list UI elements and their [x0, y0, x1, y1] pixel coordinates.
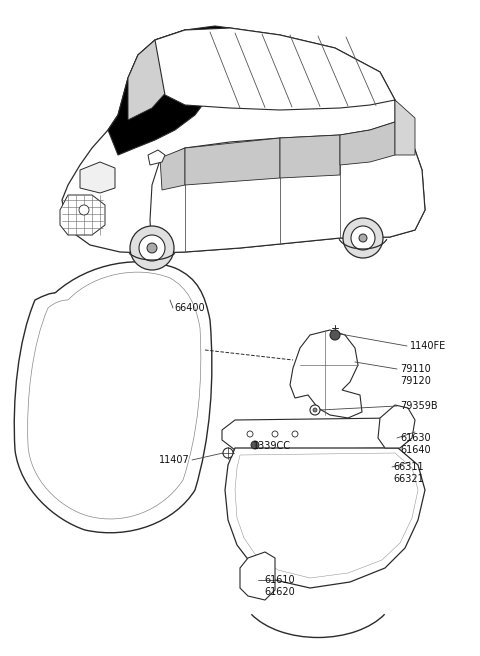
Text: 11407: 11407	[159, 455, 190, 465]
Polygon shape	[222, 418, 410, 450]
PathPatch shape	[14, 262, 212, 533]
Polygon shape	[395, 100, 415, 155]
Text: 61640: 61640	[400, 445, 431, 455]
Polygon shape	[185, 138, 280, 185]
Polygon shape	[378, 405, 415, 448]
Text: 66311: 66311	[393, 462, 424, 472]
Polygon shape	[290, 330, 362, 418]
Polygon shape	[148, 150, 165, 165]
Text: 61610: 61610	[264, 575, 295, 585]
Text: 61620: 61620	[264, 587, 295, 597]
Text: 66400: 66400	[174, 303, 204, 313]
Polygon shape	[225, 448, 425, 588]
Circle shape	[147, 243, 157, 253]
Text: 66321: 66321	[393, 474, 424, 484]
Circle shape	[313, 408, 317, 412]
Polygon shape	[150, 100, 425, 253]
Circle shape	[139, 235, 165, 261]
Polygon shape	[160, 148, 185, 190]
Polygon shape	[280, 135, 340, 178]
Polygon shape	[108, 26, 230, 155]
Circle shape	[292, 431, 298, 437]
Polygon shape	[155, 28, 395, 110]
Circle shape	[130, 226, 174, 270]
Text: 61630: 61630	[400, 433, 431, 443]
Circle shape	[359, 234, 367, 242]
Text: 79110: 79110	[400, 364, 431, 374]
Polygon shape	[62, 28, 425, 253]
Polygon shape	[340, 122, 395, 165]
Polygon shape	[80, 162, 115, 193]
Circle shape	[343, 218, 383, 258]
Circle shape	[310, 405, 320, 415]
Polygon shape	[240, 552, 275, 600]
Text: 79359B: 79359B	[400, 401, 438, 411]
Text: 1339CC: 1339CC	[253, 441, 291, 451]
Circle shape	[272, 431, 278, 437]
Circle shape	[251, 441, 259, 449]
Circle shape	[79, 205, 89, 215]
Text: 1140FE: 1140FE	[410, 341, 446, 351]
Circle shape	[330, 330, 340, 340]
Text: 79120: 79120	[400, 376, 431, 386]
Circle shape	[247, 431, 253, 437]
Circle shape	[223, 448, 233, 458]
Circle shape	[351, 226, 375, 250]
Polygon shape	[128, 30, 185, 120]
Polygon shape	[60, 195, 105, 235]
